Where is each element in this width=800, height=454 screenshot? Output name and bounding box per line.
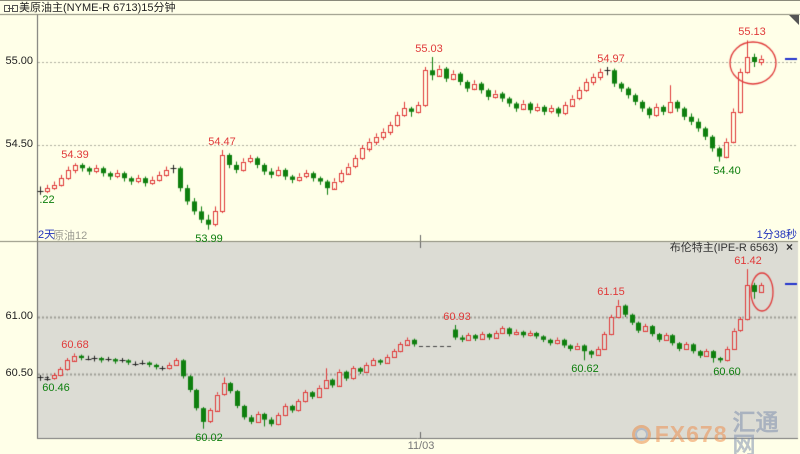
price-label: 60.62: [571, 363, 599, 375]
price-label: 55.03: [415, 43, 443, 55]
price-label: 55.13: [738, 26, 766, 38]
fx678-logo-icon: [632, 424, 651, 444]
watermark-site: 汇通网: [732, 409, 779, 454]
price-label: 53.99: [195, 233, 223, 245]
period-link-2days[interactable]: 2天: [38, 229, 56, 241]
price-label: 60.02: [195, 432, 223, 444]
y-axis-tick-label: 54.50: [5, 138, 33, 150]
price-label: 54.97: [597, 53, 625, 65]
close-icon[interactable]: ×: [785, 240, 793, 254]
price-label: 54.47: [208, 136, 236, 148]
top-chart-title: 美原油主(NYME-R 6713)15分钟: [19, 2, 176, 14]
price-label: .22: [39, 194, 55, 206]
bottom-chart-title: 布伦特主(IPE-R 6563): [669, 242, 778, 254]
price-label: 54.40: [713, 165, 741, 177]
price-label: 61.15: [597, 286, 625, 298]
corner-scroll-triangle-icon: [789, 15, 799, 25]
y-axis-tick-label: 60.50: [5, 367, 33, 379]
contract-label: 原油12: [53, 230, 88, 242]
price-label: 60.46: [42, 382, 70, 394]
price-label: 54.39: [61, 149, 89, 161]
price-label: 60.60: [713, 366, 741, 378]
y-axis-tick-label: 55.00: [5, 55, 33, 67]
x-axis-date-label: 11/03: [407, 440, 435, 452]
chain-link-icon[interactable]: [4, 4, 18, 13]
watermark: FX678 汇通网: [632, 411, 800, 454]
price-label: 61.42: [734, 255, 762, 267]
price-label: 60.68: [61, 339, 89, 351]
bar-countdown-timer: 1分38秒: [756, 229, 797, 241]
price-label: 60.93: [443, 311, 471, 323]
watermark-brand: FX678: [654, 420, 728, 447]
y-axis-tick-label: 61.00: [5, 310, 33, 322]
